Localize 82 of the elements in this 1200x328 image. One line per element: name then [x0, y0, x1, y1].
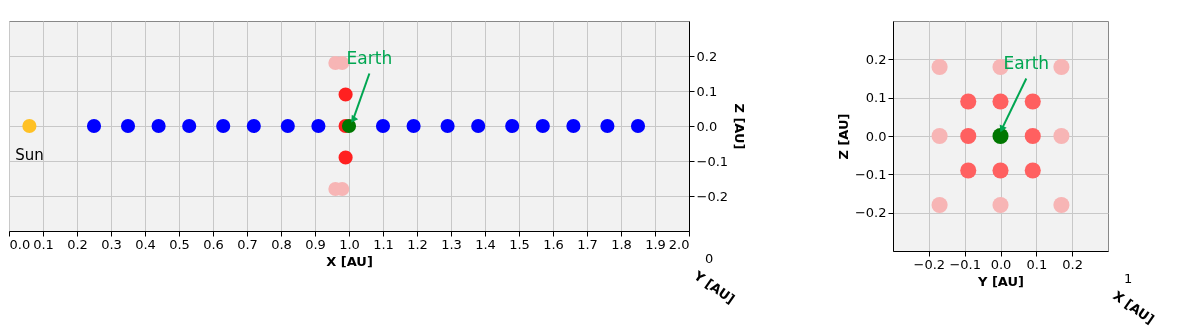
point [992, 162, 1009, 179]
x-tick-label: 0.1 [1026, 256, 1048, 272]
x-tick-label: 1.0 [339, 236, 360, 252]
x-tick-label: 0.5 [169, 236, 190, 252]
point [375, 118, 391, 134]
y-tick-label: 0.2 [865, 51, 887, 67]
y-axis-title: Z [AU] [835, 113, 851, 160]
point [341, 118, 357, 134]
point [406, 118, 421, 134]
annotation: Earth [1003, 52, 1050, 73]
point [22, 118, 37, 134]
point [931, 127, 948, 145]
y-tick-label: −0.1 [854, 166, 887, 182]
text: 1 [1124, 271, 1133, 286]
point [440, 118, 455, 134]
x-tick-label: 1.5 [509, 236, 530, 252]
point [960, 93, 977, 110]
x-tick-label: 1.8 [611, 236, 632, 252]
point [338, 87, 353, 102]
x-tick-label: 1.7 [577, 236, 598, 252]
x-tick-label: 1.4 [475, 236, 496, 252]
y-tick-label: 0.1 [865, 90, 887, 106]
point [960, 127, 977, 145]
point [86, 118, 102, 134]
x-tick-label: −0.2 [913, 256, 946, 272]
point [338, 150, 353, 165]
x-tick-label: 1.2 [407, 236, 428, 252]
point [600, 118, 615, 134]
point [1024, 93, 1041, 110]
y-tick-label: −0.2 [854, 205, 887, 221]
x-tick-label: 0.1 [33, 236, 54, 252]
point [505, 118, 520, 134]
x-tick-label: 0.3 [101, 236, 122, 252]
point [280, 118, 295, 134]
x-tick-label: 1.6 [543, 236, 564, 252]
x-axis-title: X [AU] [326, 253, 373, 269]
point [992, 127, 1009, 145]
x-tick-label: 0.0 [990, 256, 1012, 272]
point [960, 162, 977, 179]
x-tick-label: 0.2 [67, 236, 88, 252]
x-tick-label: 0.6 [203, 236, 224, 252]
x-tick-label: 0.8 [271, 236, 292, 252]
y-axis-title: Z [AU] [732, 103, 748, 150]
point [151, 118, 166, 134]
x-tick-label: 0.4 [135, 236, 156, 252]
point [1053, 127, 1070, 145]
x-tick-label: 2.0 [668, 236, 690, 252]
point [535, 118, 550, 134]
point [931, 196, 948, 214]
point [566, 118, 581, 134]
point [1024, 127, 1041, 145]
point [1053, 58, 1070, 76]
x-axis-title: Y [AU] [976, 273, 1025, 289]
x-tick-label: −0.1 [949, 256, 981, 272]
x-tick-label: 0.9 [305, 236, 326, 252]
x-tick-label: 0.7 [237, 236, 258, 252]
y-tick-label: 0.2 [696, 48, 718, 64]
series-label: Sun [15, 146, 44, 164]
point [182, 118, 197, 134]
point [311, 118, 326, 134]
y-tick-label: 0.1 [696, 83, 718, 99]
y-tick-label: 0.0 [696, 118, 718, 134]
point [246, 118, 261, 134]
point [630, 118, 646, 134]
point [216, 118, 231, 134]
point [1053, 196, 1070, 214]
annotation: Earth [346, 47, 393, 68]
y-tick-label: −0.2 [696, 188, 729, 204]
point [471, 118, 486, 134]
point [992, 93, 1009, 110]
x-tick-label: 1.9 [645, 236, 666, 252]
x-tick-label: 0.2 [1062, 256, 1084, 272]
y-tick-label: −0.1 [696, 153, 729, 169]
point [120, 118, 136, 134]
point [992, 196, 1009, 214]
point [931, 58, 948, 76]
point [1024, 162, 1041, 179]
x-tick-label: 1.1 [373, 236, 394, 252]
x-tick-label: 0.0 [9, 236, 31, 252]
x-tick-label: 1.3 [441, 236, 462, 252]
text: 0 [705, 251, 714, 266]
y-tick-label: 0.0 [865, 128, 887, 144]
